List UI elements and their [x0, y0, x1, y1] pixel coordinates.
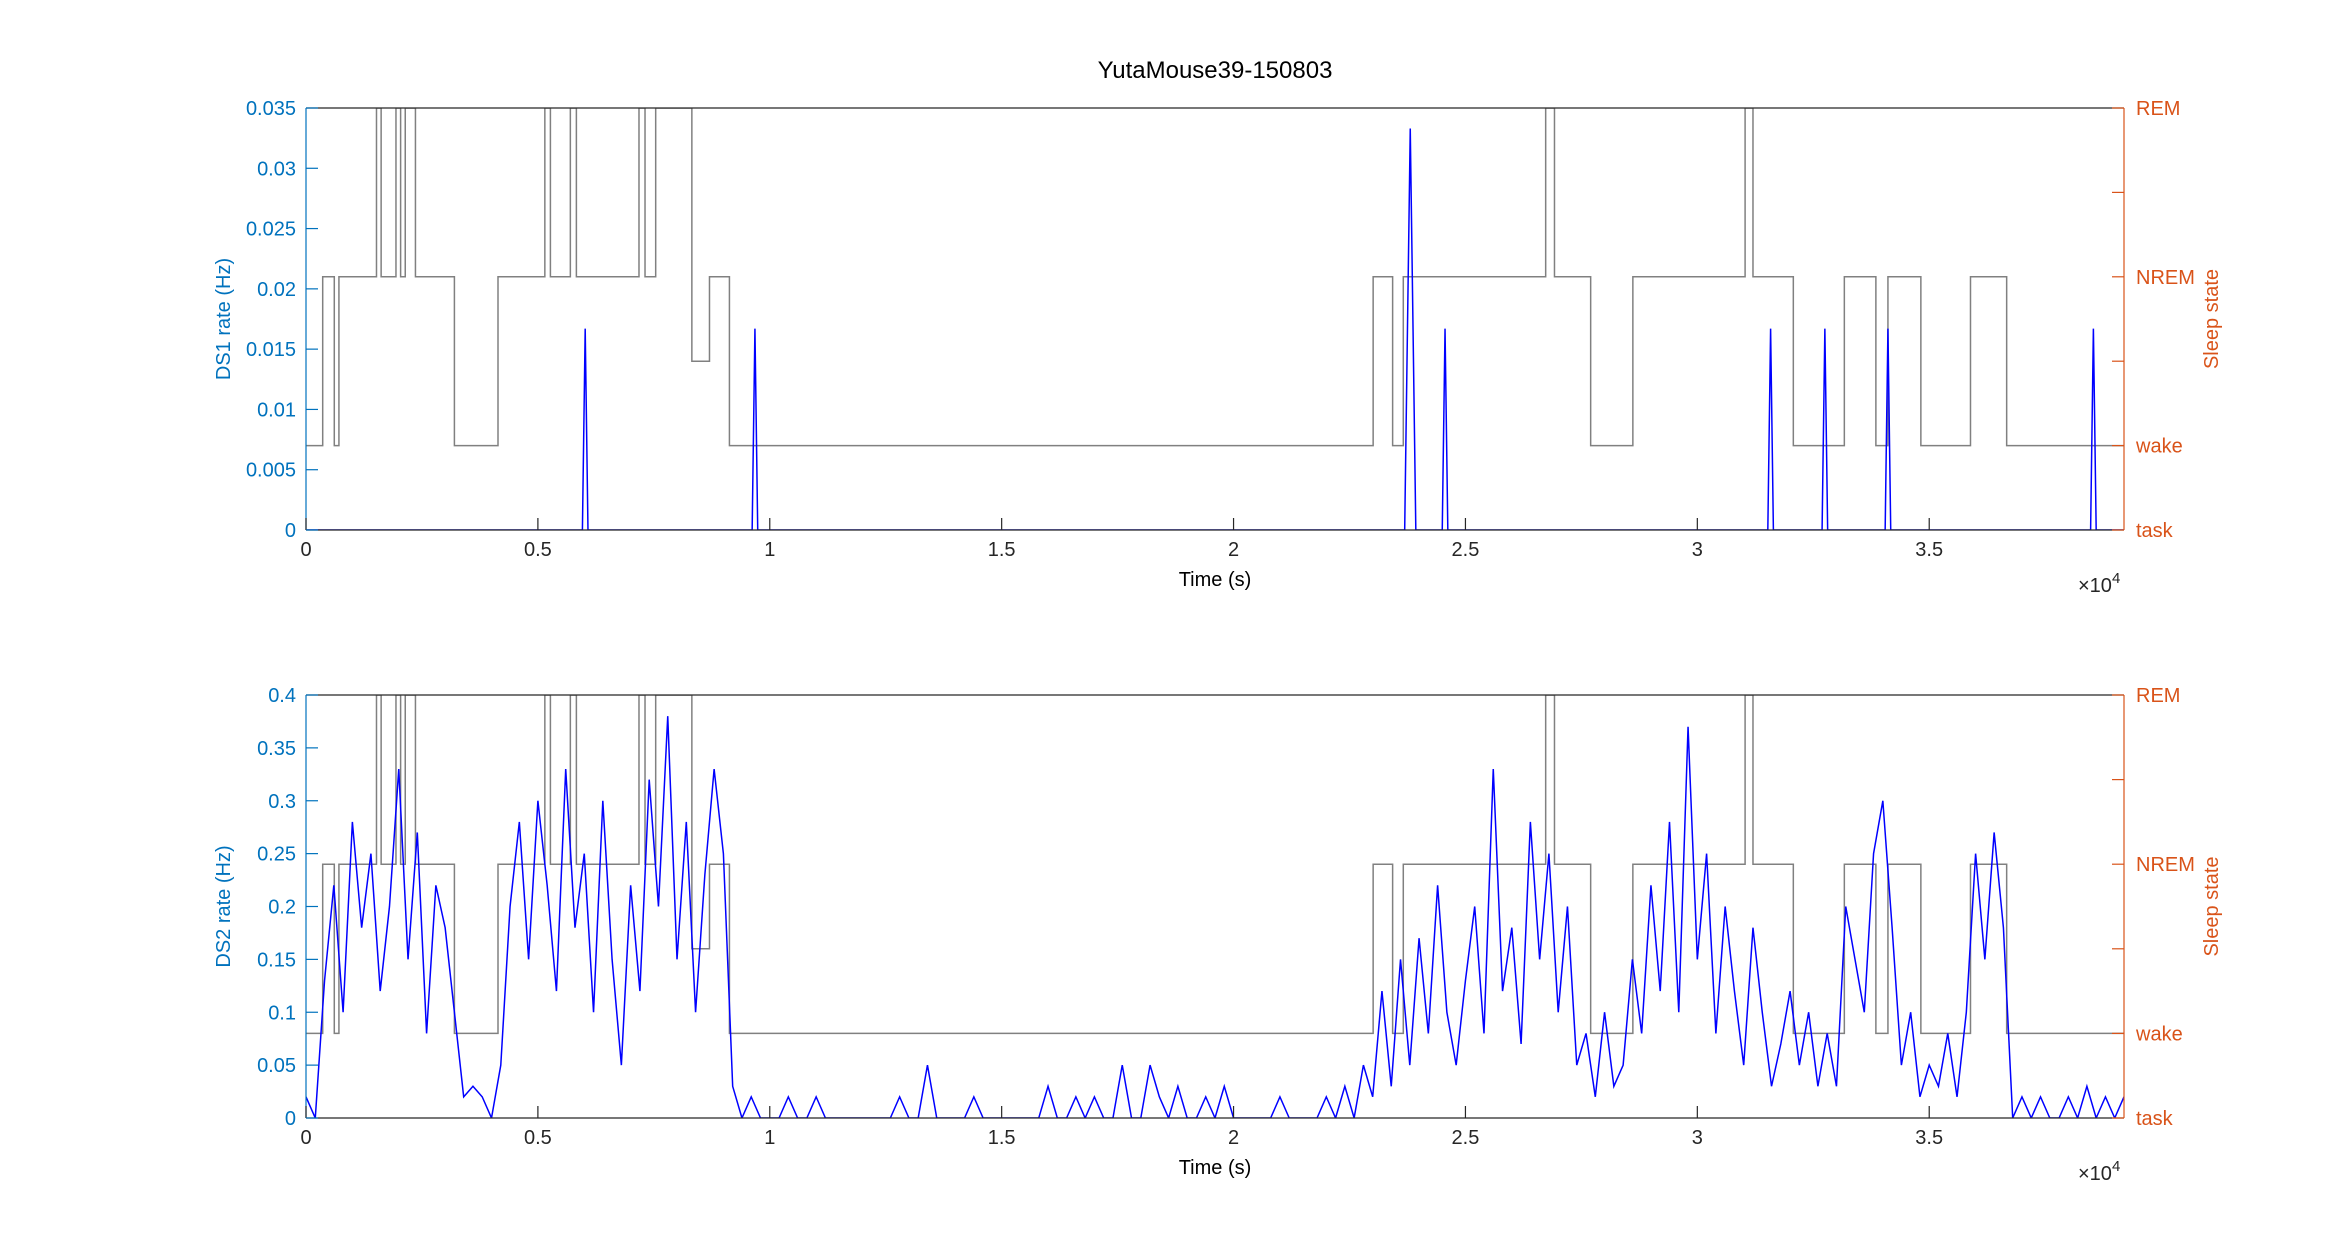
y-tick-label: 0 — [285, 1108, 296, 1130]
y2-tick-label: NREM — [2136, 854, 2195, 876]
x-tick-label: 1 — [764, 1127, 775, 1149]
y2-tick-label: wake — [2135, 436, 2183, 458]
x-tick-label: 1.5 — [988, 1127, 1016, 1149]
y2-tick-label: task — [2136, 520, 2174, 542]
y2-tick-label: REM — [2136, 685, 2180, 707]
x-tick-label: 3.5 — [1915, 539, 1943, 561]
x-tick-label: 2 — [1228, 1127, 1239, 1149]
y-tick-label: 0.35 — [257, 738, 296, 760]
y-axis-label: DS1 rate (Hz) — [213, 258, 235, 380]
x-tick-label: 3 — [1692, 1127, 1703, 1149]
x-axis-label: Time (s) — [1179, 1157, 1252, 1179]
y-tick-label: 0.15 — [257, 949, 296, 971]
x-tick-label: 3.5 — [1915, 1127, 1943, 1149]
y-tick-label: 0.1 — [268, 1002, 296, 1024]
x-tick-label: 0.5 — [524, 539, 552, 561]
y-tick-label: 0.005 — [246, 460, 296, 482]
sleep-state-line — [306, 695, 2124, 1035]
chart-title: YutaMouse39-150803 — [1098, 57, 1333, 84]
chart-panel: 0 0.5 1 1.5 2 2.5 3 3.5 0 0.05 0.1 0.15 0.2 0.25 0.3 0.… — [213, 685, 2223, 1185]
x-tick-label: 2 — [1228, 539, 1239, 561]
sleep-state-line — [306, 108, 2124, 447]
y-axis-label: DS2 rate (Hz) — [213, 845, 235, 967]
y-tick-label: 0.05 — [257, 1055, 296, 1077]
x-tick-label: 1.5 — [988, 539, 1016, 561]
x-tick-label: 1 — [764, 539, 775, 561]
y-tick-label: 0.025 — [246, 219, 296, 241]
y2-tick-label: task — [2136, 1108, 2174, 1130]
y-tick-label: 0 — [285, 520, 296, 542]
exponent-base: ×10 — [2078, 575, 2112, 597]
y2-axis-label: Sleep state — [2201, 269, 2223, 369]
y-tick-label: 0.25 — [257, 844, 296, 866]
x-tick-label: 0.5 — [524, 1127, 552, 1149]
y-tick-label: 0.035 — [246, 98, 296, 120]
x-exponent: ×104 — [2078, 570, 2120, 597]
y2-tick-label: REM — [2136, 98, 2180, 120]
x-tick-label: 3 — [1692, 539, 1703, 561]
y-tick-label: 0.015 — [246, 339, 296, 361]
y-tick-label: 0.4 — [268, 685, 296, 707]
y-tick-label: 0.3 — [268, 791, 296, 813]
x-axis-label: Time (s) — [1179, 569, 1252, 591]
rate-line — [306, 716, 2124, 1118]
y-tick-label: 0.03 — [257, 158, 296, 180]
y-tick-label: 0.2 — [268, 897, 296, 919]
x-tick-label: 0 — [300, 1127, 311, 1149]
chart-panel: YutaMouse39-150803 0 0.5 1 1.5 2 2.5 3 3.5 0 0.005… — [213, 57, 2223, 597]
rate-line — [306, 128, 2124, 530]
exponent-power: 4 — [2112, 1158, 2120, 1175]
exponent-base: ×10 — [2078, 1163, 2112, 1185]
x-tick-label: 0 — [300, 539, 311, 561]
y-tick-label: 0.01 — [257, 399, 296, 421]
x-exponent: ×104 — [2078, 1158, 2120, 1185]
y2-tick-label: wake — [2135, 1023, 2183, 1045]
y2-axis-label: Sleep state — [2201, 856, 2223, 956]
y2-tick-label: NREM — [2136, 267, 2195, 289]
y-tick-label: 0.02 — [257, 279, 296, 301]
x-tick-label: 2.5 — [1452, 539, 1480, 561]
x-tick-label: 2.5 — [1452, 1127, 1480, 1149]
exponent-power: 4 — [2112, 570, 2120, 587]
